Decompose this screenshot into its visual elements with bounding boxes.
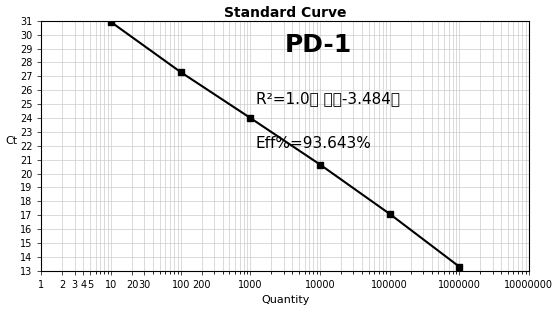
Y-axis label: Ct: Ct: [6, 136, 18, 146]
X-axis label: Quantity: Quantity: [261, 295, 309, 305]
Text: PD-1: PD-1: [285, 33, 353, 57]
Text: Eff%=93.643%: Eff%=93.643%: [256, 136, 372, 151]
Title: Standard Curve: Standard Curve: [224, 6, 347, 20]
Text: R²=1.0， 斜率-3.484，: R²=1.0， 斜率-3.484，: [256, 91, 400, 106]
